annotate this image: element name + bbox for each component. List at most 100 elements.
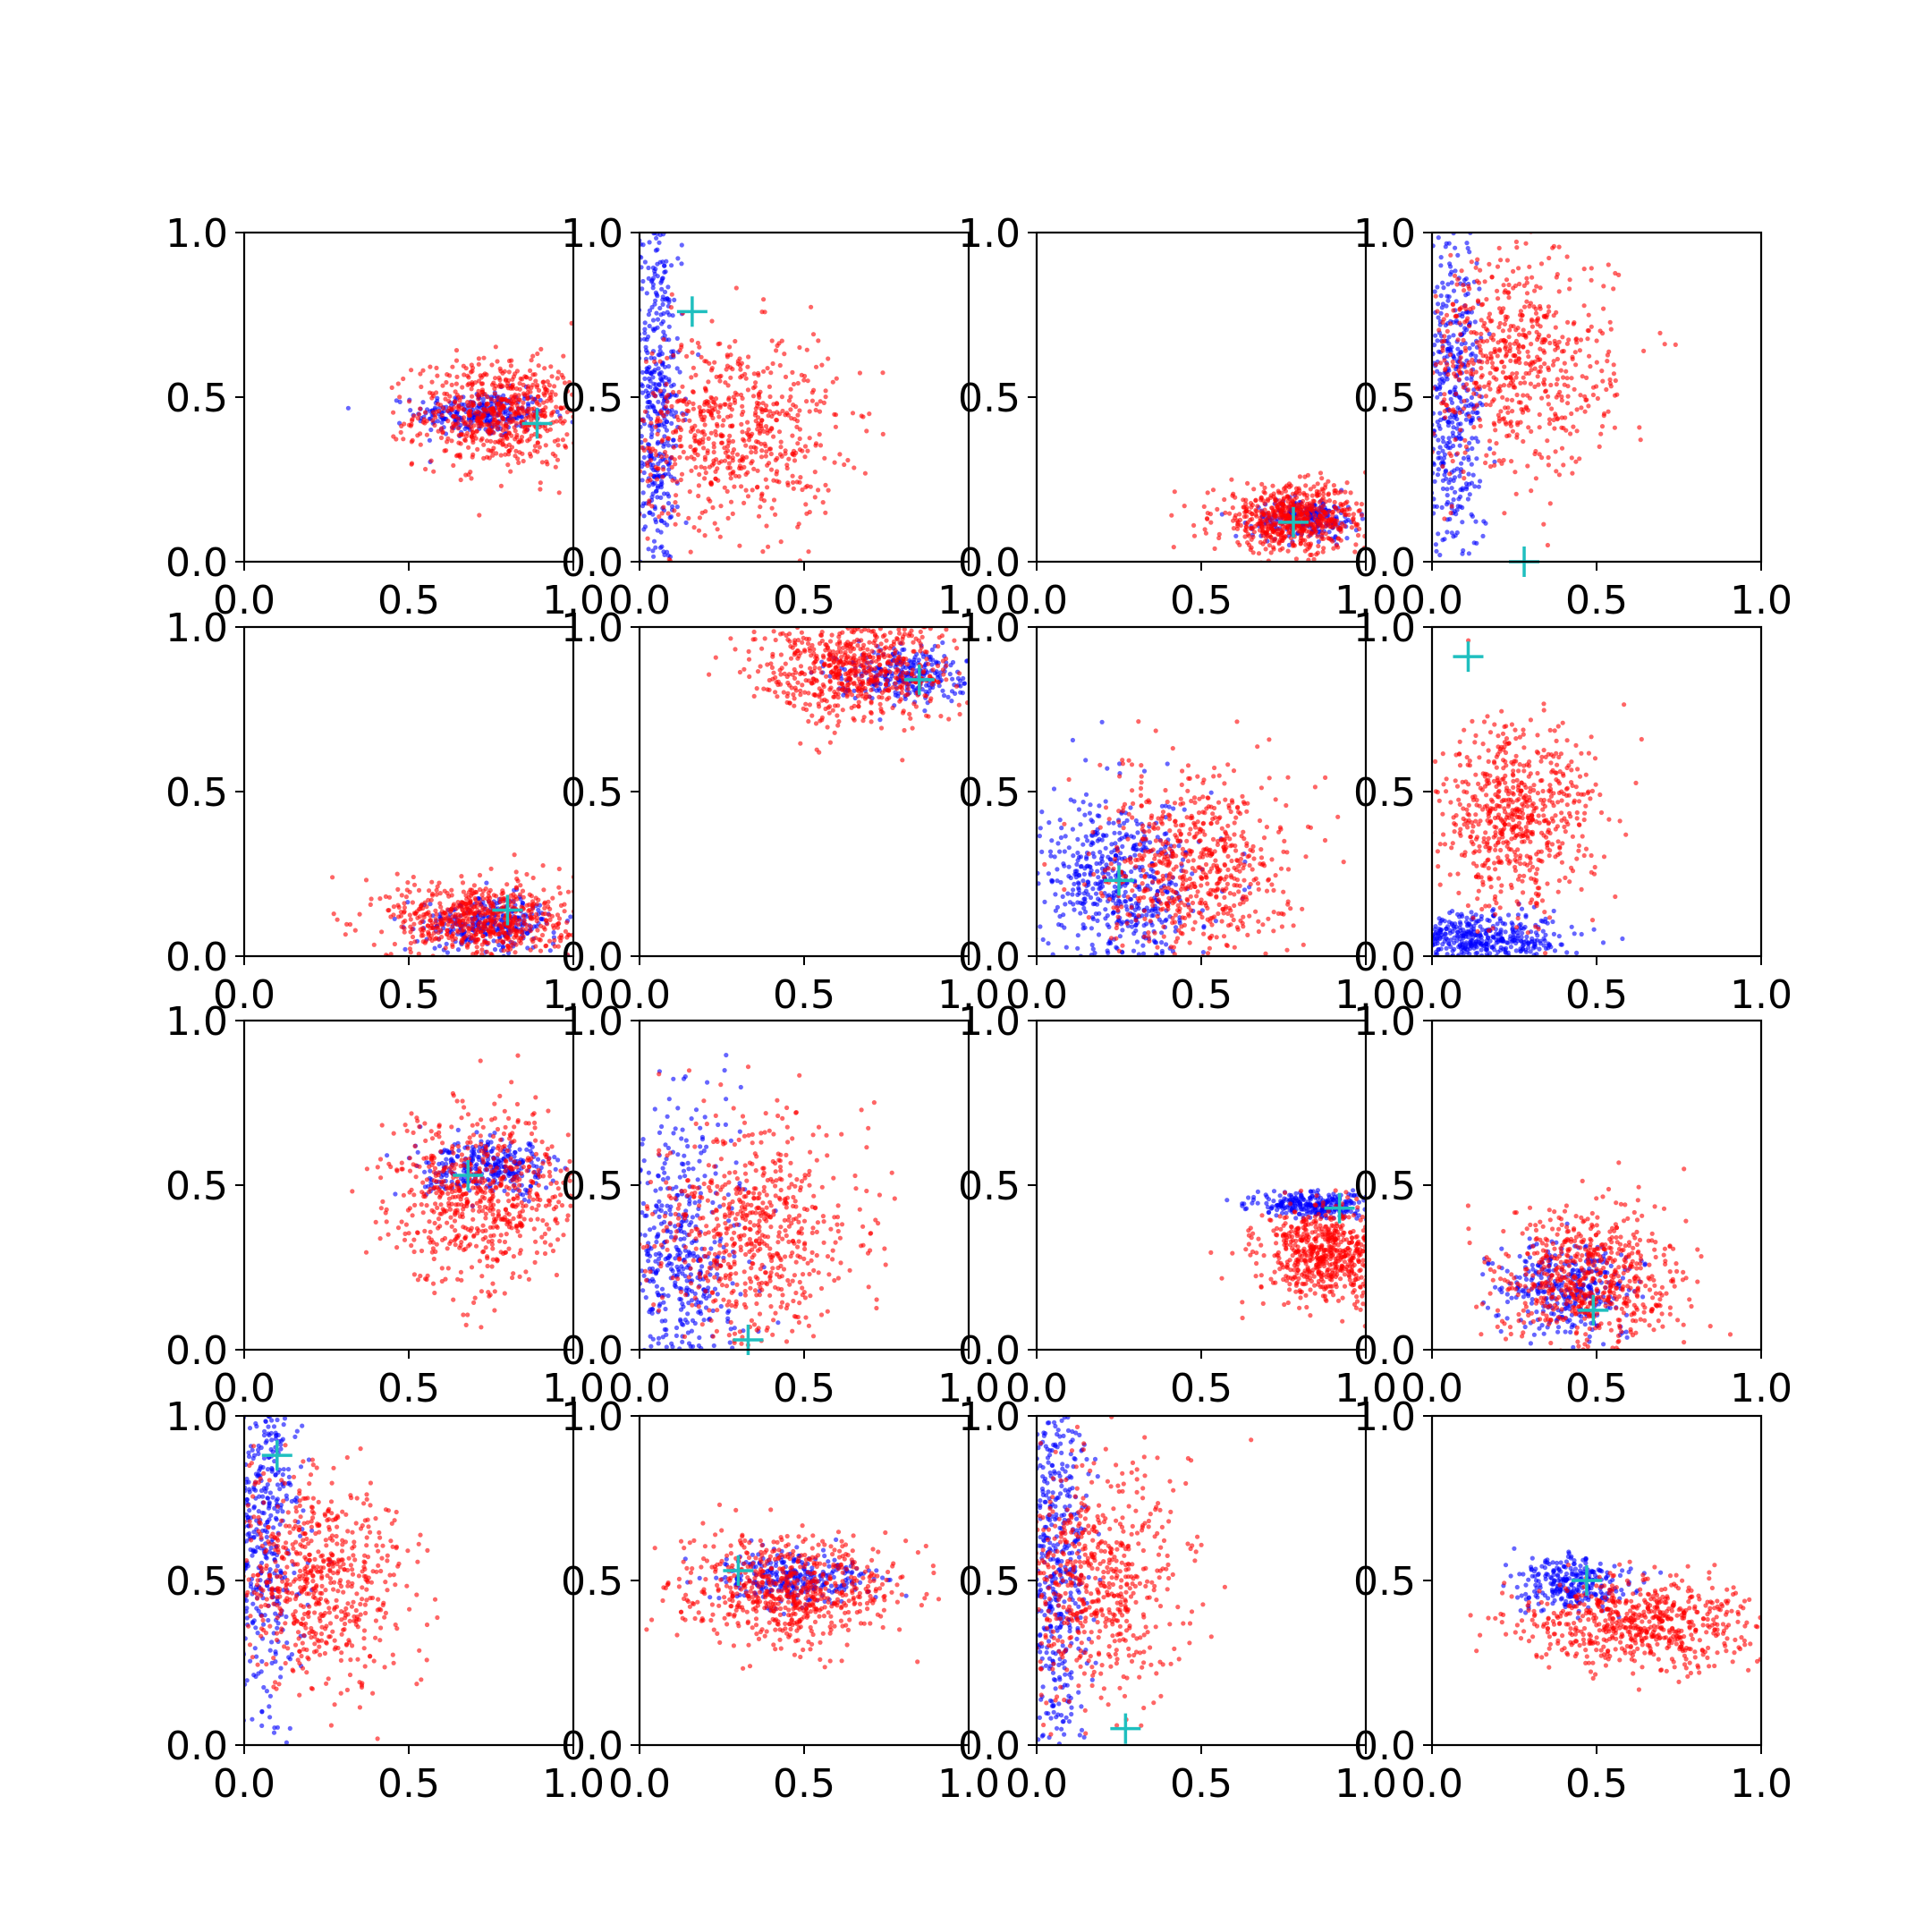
point-red [1210, 487, 1216, 493]
point-red [1464, 382, 1470, 387]
y-tick-label: 0.0 [165, 540, 228, 586]
point-blue [1475, 439, 1480, 445]
point-red [1334, 505, 1339, 511]
point-red [1335, 490, 1341, 496]
point-red [1564, 341, 1570, 346]
point-red [1489, 318, 1495, 324]
point-red [1512, 341, 1517, 346]
point-red [797, 479, 802, 485]
point-red [1564, 376, 1570, 381]
point-red [430, 418, 436, 423]
point-red [663, 449, 668, 455]
point-red [531, 406, 537, 411]
point-red [510, 382, 515, 387]
point-red [1598, 431, 1604, 436]
point-blue [661, 549, 666, 555]
point-red [409, 439, 414, 445]
point-blue [462, 402, 467, 408]
point-red [479, 423, 484, 428]
point-red [1251, 530, 1257, 535]
point-blue [1343, 519, 1349, 524]
point-blue [1447, 415, 1453, 420]
point-red [764, 403, 769, 409]
point-red [711, 445, 716, 450]
y-tick-label: 0.5 [165, 376, 228, 421]
point-red [506, 430, 512, 436]
point-blue [547, 948, 553, 953]
point-blue [669, 349, 674, 354]
point-red [1290, 543, 1295, 548]
point-red [1453, 436, 1458, 443]
point-red [704, 401, 710, 406]
point-blue [1436, 450, 1441, 455]
point-red [538, 480, 543, 486]
point-red [1249, 504, 1254, 510]
point-red [1203, 530, 1208, 536]
point-red [783, 374, 789, 379]
point-red [1489, 275, 1495, 280]
point-red [451, 414, 456, 419]
point-red [438, 904, 444, 910]
point-red [793, 404, 799, 410]
point-red [728, 499, 734, 504]
point-red [1528, 363, 1533, 369]
point-red [665, 355, 670, 360]
point-blue [673, 410, 679, 415]
point-red [556, 866, 562, 872]
point-red [541, 887, 547, 893]
point-red [1487, 311, 1493, 317]
point-red [1516, 343, 1521, 349]
point-red [509, 413, 514, 419]
point-red [691, 389, 696, 394]
point-red [727, 344, 733, 350]
point-red [1458, 371, 1463, 377]
point-red [691, 456, 697, 462]
point-red [1457, 320, 1462, 326]
point-red [1614, 392, 1620, 397]
point-red [484, 402, 489, 408]
point-red [475, 393, 480, 398]
point-red [1265, 496, 1270, 502]
point-red [724, 453, 731, 459]
point-red [482, 413, 487, 419]
point-red [1550, 362, 1556, 368]
point-blue [1478, 479, 1483, 484]
point-red [791, 479, 796, 486]
point-red [1520, 410, 1526, 415]
point-red [1327, 520, 1333, 526]
point-red [545, 398, 550, 403]
point-red [459, 394, 464, 400]
point-red [1288, 500, 1294, 505]
point-red [1262, 485, 1267, 490]
point-blue [1466, 551, 1471, 556]
point-red [1589, 324, 1594, 329]
point-red [1335, 536, 1341, 541]
point-red [513, 428, 518, 434]
point-blue [670, 313, 675, 318]
point-red [1535, 318, 1540, 323]
point-red [645, 536, 650, 541]
point-red [672, 508, 677, 513]
point-red [533, 895, 538, 901]
point-red [1532, 451, 1538, 457]
point-red [648, 478, 653, 483]
point-red [687, 489, 692, 495]
point-red [443, 396, 448, 402]
point-red [671, 445, 676, 450]
point-red [491, 445, 496, 451]
point-red [506, 398, 512, 403]
point-red [1560, 335, 1565, 340]
point-blue [484, 880, 489, 886]
point-red [434, 390, 439, 395]
point-red [655, 477, 660, 482]
point-blue [646, 442, 651, 447]
point-red [1539, 340, 1545, 345]
point-red [1563, 428, 1569, 433]
x-tick-label: 0.0 [213, 578, 275, 623]
point-blue [654, 235, 659, 241]
point-red [1259, 481, 1265, 487]
scatter-points [1432, 233, 1678, 562]
point-red [1267, 513, 1272, 518]
point-red [1215, 506, 1220, 513]
